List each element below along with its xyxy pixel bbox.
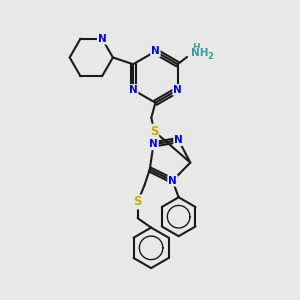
- Text: N: N: [168, 176, 177, 186]
- Text: 2: 2: [208, 52, 214, 61]
- Text: N: N: [173, 85, 182, 95]
- Text: H: H: [192, 44, 200, 52]
- Text: NH: NH: [191, 48, 208, 59]
- Text: S: S: [134, 195, 142, 208]
- Text: N: N: [129, 85, 137, 95]
- Text: N: N: [98, 34, 106, 44]
- Text: N: N: [149, 139, 158, 149]
- Text: N: N: [174, 135, 183, 145]
- Text: N: N: [151, 46, 160, 56]
- Text: S: S: [150, 124, 158, 138]
